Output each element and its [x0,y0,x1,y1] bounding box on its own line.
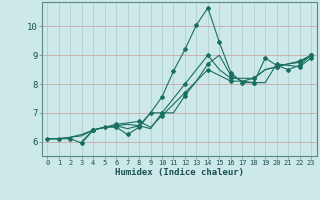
X-axis label: Humidex (Indice chaleur): Humidex (Indice chaleur) [115,168,244,177]
